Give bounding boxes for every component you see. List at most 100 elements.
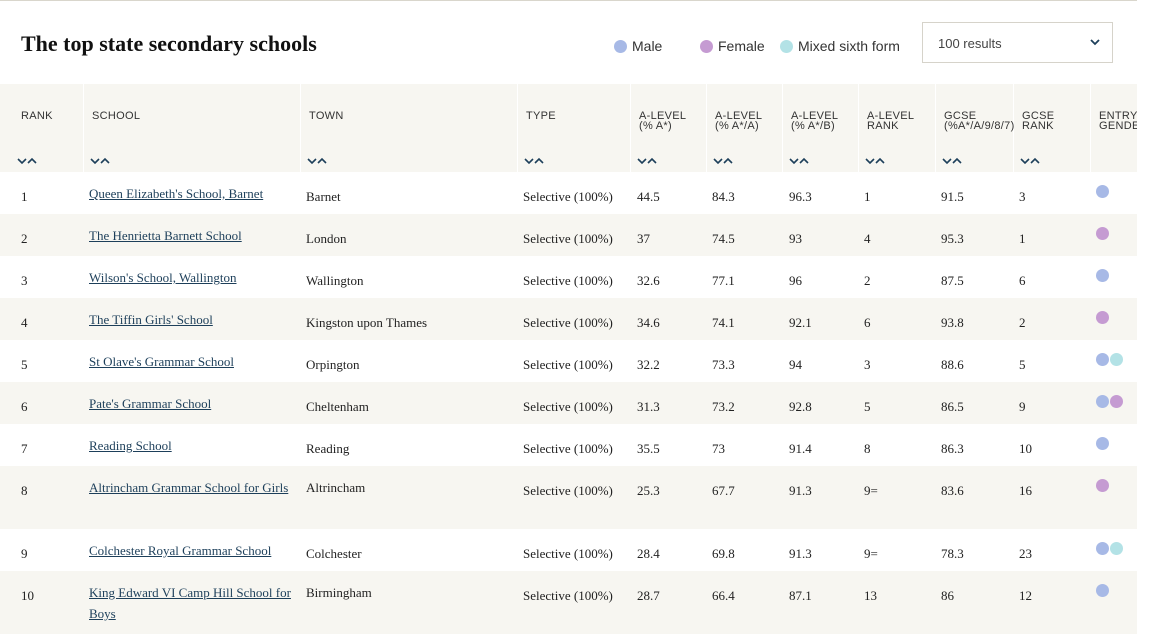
- column-header-alevel-rank: A-LEVEL RANK: [867, 110, 914, 132]
- cell-al-astar: 34.6: [637, 315, 660, 330]
- sort-gcse-rank-icon[interactable]: [1020, 157, 1040, 165]
- male-dot-icon: [1096, 395, 1109, 408]
- entry-gender-indicator: [1096, 542, 1124, 555]
- schools-table: RANK SCHOOL TOWN TYPE A-LEVEL (% A*) A-LEVEL …: [0, 84, 1148, 634]
- sort-rank-icon[interactable]: [17, 157, 37, 165]
- cell-type: Selective (100%): [523, 315, 613, 330]
- cell-al-b: 92.1: [789, 315, 812, 330]
- school-link[interactable]: The Henrietta Barnett School: [89, 228, 242, 243]
- results-count-select[interactable]: 100 results: [922, 22, 1113, 63]
- cell-gcse-rank: 1: [1019, 231, 1026, 246]
- table-header-bar: The top state secondary schools Male Fem…: [0, 1, 1137, 84]
- legend-label-mixed: Mixed sixth form: [798, 38, 900, 54]
- entry-gender-indicator: [1096, 269, 1110, 282]
- column-divider: [1090, 84, 1091, 172]
- cell-gcse-rank: 3: [1019, 189, 1026, 204]
- column-header-alevel-astar-b: A-LEVEL (% A*/B): [791, 110, 838, 132]
- cell-town: Altrincham: [306, 480, 366, 495]
- school-link[interactable]: Queen Elizabeth's School, Barnet: [89, 186, 264, 201]
- table-row: 8 Altrincham Grammar School for Girls Altr…: [0, 466, 1137, 529]
- entry-gender-indicator: [1096, 185, 1110, 198]
- cell-gcse-rank: 10: [1019, 441, 1032, 456]
- table-row: 7 Reading School Reading Selective (100%) 35…: [0, 424, 1137, 466]
- cell-town: Barnet: [306, 189, 341, 204]
- cell-gcse-rank: 23: [1019, 546, 1032, 561]
- sort-town-icon[interactable]: [307, 157, 327, 165]
- column-header-entry-gender: ENTRY GENDER: [1099, 110, 1148, 132]
- table-row: 5 St Olave's Grammar School Orpington Selec…: [0, 340, 1137, 382]
- cell-rank: 8: [21, 483, 28, 498]
- cell-gcse: 78.3: [941, 546, 964, 561]
- cell-al-astar: 32.6: [637, 273, 660, 288]
- male-dot-icon: [614, 39, 627, 53]
- sort-type-icon[interactable]: [524, 157, 544, 165]
- cell-al-b: 96.3: [789, 189, 812, 204]
- male-dot-icon: [1096, 185, 1109, 198]
- entry-gender-indicator: [1096, 584, 1110, 597]
- entry-gender-indicator: [1096, 395, 1124, 408]
- cell-gcse: 83.6: [941, 483, 964, 498]
- school-link[interactable]: Wilson's School, Wallington: [89, 270, 237, 285]
- cell-al-astar: 44.5: [637, 189, 660, 204]
- sort-alevel-rank-icon[interactable]: [865, 157, 885, 165]
- table-column-headers: RANK SCHOOL TOWN TYPE A-LEVEL (% A*) A-LEVEL …: [0, 84, 1148, 172]
- sort-school-icon[interactable]: [90, 157, 110, 165]
- sort-alevel-astar-a-icon[interactable]: [713, 157, 733, 165]
- table-body: 1 Queen Elizabeth's School, Barnet Barnet S…: [0, 172, 1137, 634]
- column-divider: [706, 84, 707, 172]
- cell-al-rank: 6: [864, 315, 871, 330]
- cell-gcse-rank: 6: [1019, 273, 1026, 288]
- cell-gcse-rank: 2: [1019, 315, 1026, 330]
- cell-school: Reading School: [89, 435, 294, 456]
- cell-gcse-rank: 9: [1019, 399, 1026, 414]
- cell-al-a: 77.1: [712, 273, 735, 288]
- cell-al-rank: 9=: [864, 546, 878, 561]
- cell-rank: 10: [21, 588, 34, 603]
- column-header-gcse: GCSE (%A*/A/9/8/7): [944, 110, 1015, 132]
- school-link[interactable]: Colchester Royal Grammar School: [89, 543, 272, 558]
- sort-alevel-astar-b-icon[interactable]: [789, 157, 809, 165]
- cell-rank: 9: [21, 546, 28, 561]
- legend-item-mixed: Mixed sixth form: [780, 37, 900, 55]
- cell-al-a: 73.2: [712, 399, 735, 414]
- male-dot-icon: [1096, 584, 1109, 597]
- school-link[interactable]: The Tiffin Girls' School: [89, 312, 213, 327]
- school-link[interactable]: Pate's Grammar School: [89, 396, 212, 411]
- cell-rank: 5: [21, 357, 28, 372]
- cell-rank: 3: [21, 273, 28, 288]
- male-dot-icon: [1096, 437, 1109, 450]
- school-link[interactable]: King Edward VI Camp Hill School for Boys: [89, 585, 291, 621]
- cell-al-astar: 28.4: [637, 546, 660, 561]
- cell-type: Selective (100%): [523, 588, 613, 603]
- cell-al-astar: 31.3: [637, 399, 660, 414]
- legend-label-male: Male: [632, 38, 663, 54]
- cell-town: Colchester: [306, 546, 362, 561]
- table-row: 4 The Tiffin Girls' School Kingston upon T…: [0, 298, 1137, 340]
- school-link[interactable]: Reading School: [89, 438, 172, 453]
- cell-rank: 1: [21, 189, 28, 204]
- top-border: [0, 0, 1137, 1]
- column-divider: [300, 84, 301, 172]
- column-divider: [517, 84, 518, 172]
- cell-al-astar: 35.5: [637, 441, 660, 456]
- male-dot-icon: [1096, 269, 1109, 282]
- sort-gcse-icon[interactable]: [942, 157, 962, 165]
- column-header-rank: RANK: [21, 110, 53, 122]
- cell-school: The Tiffin Girls' School: [89, 309, 294, 330]
- cell-gcse: 87.5: [941, 273, 964, 288]
- column-header-town: TOWN: [309, 110, 344, 122]
- cell-town: Cheltenham: [306, 399, 369, 414]
- cell-gcse-rank: 12: [1019, 588, 1032, 603]
- column-header-alevel-astar: A-LEVEL (% A*): [639, 110, 686, 132]
- cell-type: Selective (100%): [523, 189, 613, 204]
- cell-al-a: 67.7: [712, 483, 735, 498]
- cell-gcse: 86: [941, 588, 954, 603]
- cell-al-rank: 2: [864, 273, 871, 288]
- page-title: The top state secondary schools: [21, 31, 317, 56]
- legend-item-male: Male: [614, 37, 662, 55]
- results-count-value: 100 results: [938, 36, 1002, 51]
- school-link[interactable]: Altrincham Grammar School for Girls: [89, 480, 289, 495]
- sort-alevel-astar-icon[interactable]: [637, 157, 657, 165]
- cell-town: Orpington: [306, 357, 360, 372]
- school-link[interactable]: St Olave's Grammar School: [89, 354, 234, 369]
